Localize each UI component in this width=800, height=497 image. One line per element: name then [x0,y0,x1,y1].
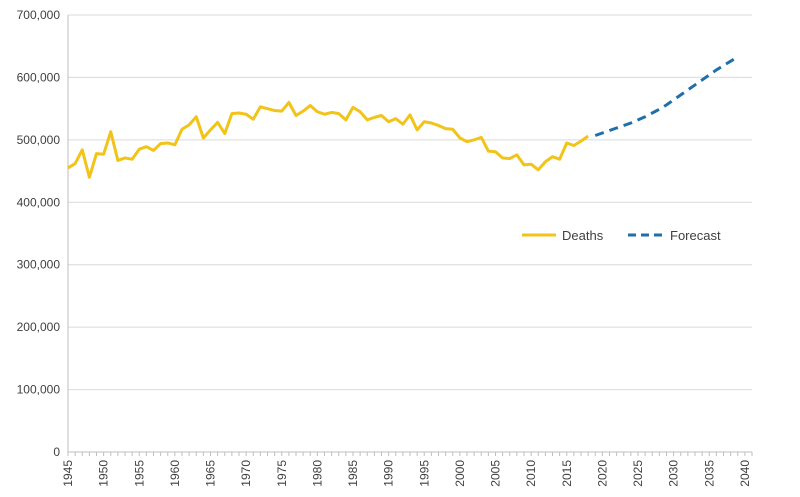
legend-label-forecast: Forecast [670,228,721,243]
y-tick-label: 300,000 [17,258,61,272]
x-tick-label: 2025 [631,460,645,487]
y-tick-label: 100,000 [17,383,61,397]
x-tick-label: 1960 [168,460,182,487]
x-tick-label: 1950 [97,460,111,487]
x-tick-label: 1955 [132,460,146,487]
y-tick-label: 600,000 [17,70,61,84]
x-tick-label: 2000 [453,460,467,487]
x-tick-label: 1980 [310,460,324,487]
y-tick-label: 0 [53,445,60,459]
x-tick-label: 2040 [738,460,752,487]
x-tick-label: 1975 [275,460,289,487]
x-tick-label: 2015 [560,460,574,487]
gridlines [68,14,752,391]
x-tick-label: 2035 [702,460,716,487]
y-tick-label: 500,000 [17,133,61,147]
x-axis: 1945 1950 1955 1960 1965 1970 1975 1980 1985 1990… [61,451,753,487]
series-group [67,55,739,179]
y-tick-label: 700,000 [17,8,61,22]
legend: Deaths Forecast [522,228,721,243]
y-tick-label: 400,000 [17,195,61,209]
x-tick-label: 2010 [524,460,538,487]
x-tick-label: 1995 [417,460,431,487]
x-tick-label: 2020 [595,460,609,487]
x-tick-label: 2005 [489,460,503,487]
x-tick-label: 1970 [239,460,253,487]
series-line-forecast [594,55,739,137]
y-axis: 0 100,000 200,000 300,000 400,000 500,000 600,… [17,8,69,459]
legend-label-deaths: Deaths [562,228,604,243]
x-tick-label: 1965 [204,460,218,487]
x-tick-label: 1990 [382,460,396,487]
x-tick-label: 1985 [346,460,360,487]
y-tick-label: 200,000 [17,320,61,334]
x-tick-label: 1945 [61,460,75,487]
series-line-deaths [67,100,589,179]
x-tick-label: 2030 [667,460,681,487]
